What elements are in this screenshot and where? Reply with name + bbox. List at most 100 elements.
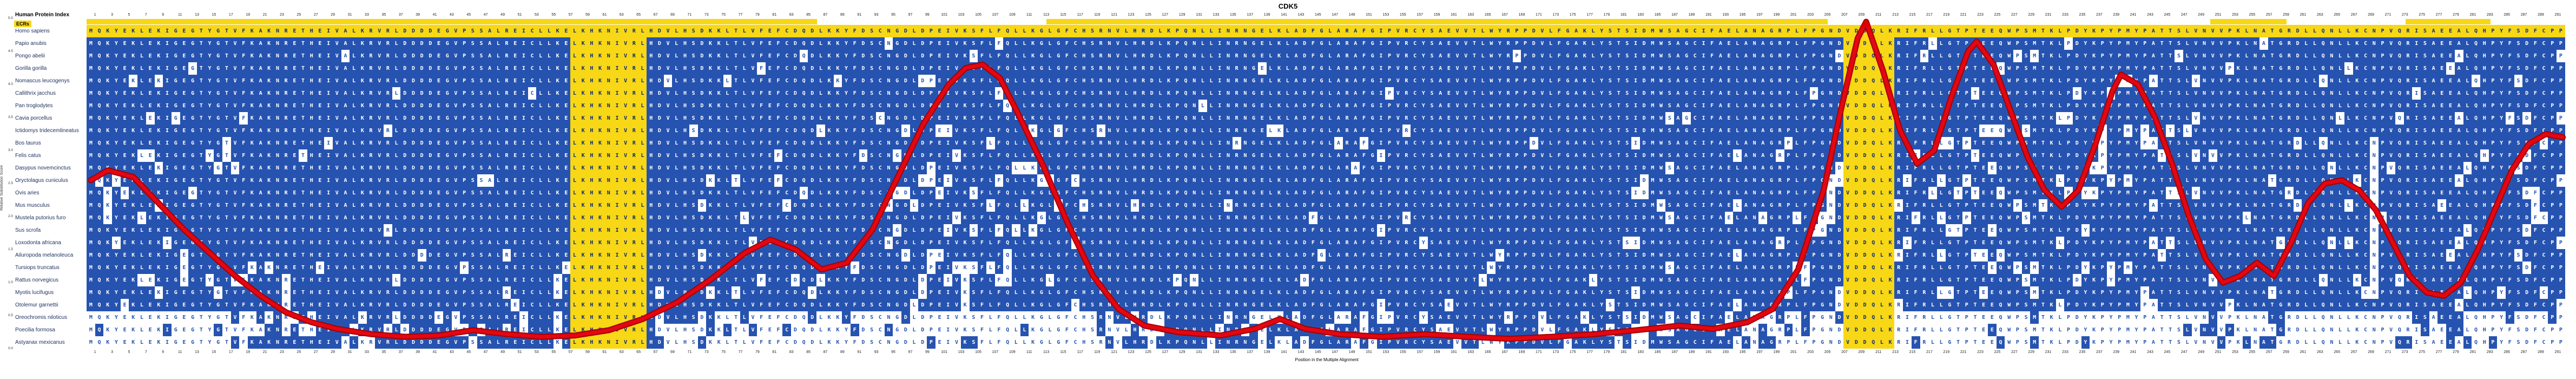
residue-cell: K <box>833 62 842 75</box>
residue-cell: L <box>1928 162 1937 174</box>
residue-cell: G <box>443 25 452 37</box>
residue-cell: L <box>494 224 503 237</box>
residue-cell: F <box>994 50 1004 62</box>
residue-cell: C <box>1071 37 1080 50</box>
residue-cell: P <box>460 112 469 125</box>
ecr-segment[interactable] <box>2406 19 2491 24</box>
residue-cell: L <box>638 137 647 149</box>
ecr-segment[interactable] <box>87 19 818 24</box>
residue-cell: V <box>2387 87 2395 100</box>
residue-cell: S <box>1606 62 1615 75</box>
residue-cell: G <box>1037 187 1046 199</box>
residue-cell: K <box>248 187 256 199</box>
residue-cell: M <box>2030 50 2039 62</box>
residue-cell: I <box>1699 100 1708 112</box>
residue-cell: L <box>545 112 554 125</box>
residue-cell: H <box>647 162 656 174</box>
residue-cell: S <box>2175 212 2183 224</box>
residue-cell: M <box>1648 212 1657 224</box>
residue-cell: K <box>358 174 367 187</box>
residue-cell: H <box>307 100 316 112</box>
residue-cell: D <box>1147 162 1156 174</box>
residue-cell: A <box>1758 75 1768 87</box>
residue-cell: L <box>137 212 146 224</box>
residue-cell: P <box>2140 87 2150 100</box>
residue-cell: S <box>2421 212 2429 224</box>
ruler-number: 221 <box>1960 13 1967 17</box>
residue-cell: I <box>1215 62 1224 75</box>
residue-cell: E <box>2446 212 2455 224</box>
residue-cell: V <box>748 137 757 149</box>
residue-cell: E <box>120 100 129 112</box>
residue-cell: E <box>1257 212 1267 224</box>
residue-cell: K <box>1164 212 1173 224</box>
residue-cell: C <box>782 137 792 149</box>
residue-cell: F <box>1708 199 1716 212</box>
residue-cell: H <box>2480 25 2489 37</box>
residue-cell: A <box>2429 25 2438 37</box>
residue-cell: C <box>782 37 792 50</box>
residue-cell: L <box>1283 100 1292 112</box>
residue-cell: L <box>1478 75 1487 87</box>
residue-cell: S <box>1606 87 1615 100</box>
residue-cell: G <box>1249 199 1258 212</box>
ecr-segment[interactable] <box>1046 19 1828 24</box>
residue-cell: G <box>1563 50 1572 62</box>
residue-cell: T <box>2268 187 2277 199</box>
residue-cell: Y <box>2497 75 2506 87</box>
residue-cell: V <box>1538 187 1547 199</box>
residue-cell: N <box>1105 199 1114 212</box>
residue-cell: Q <box>1996 137 2005 149</box>
residue-cell: D <box>1852 112 1861 125</box>
residue-cell: L <box>1877 62 1886 75</box>
residue-cell: G <box>1368 75 1377 87</box>
residue-cell: A <box>485 62 494 75</box>
residue-cell: P <box>460 162 469 174</box>
residue-cell: G <box>1368 100 1377 112</box>
residue-cell: V <box>2387 199 2395 212</box>
residue-cell: L <box>2344 149 2353 162</box>
residue-cell: K <box>825 50 834 62</box>
residue-cell: A <box>1334 112 1343 125</box>
residue-cell: R <box>630 187 638 199</box>
residue-cell: F <box>2505 50 2514 62</box>
residue-cell: K <box>578 199 588 212</box>
y-axis-label: Relative Substitution Score <box>0 165 4 211</box>
residue-cell: A <box>1436 125 1445 137</box>
residue-cell: Q <box>1869 162 1878 174</box>
residue-cell: F <box>1801 212 1810 224</box>
residue-cell: F <box>994 149 1004 162</box>
residue-cell: H <box>587 50 596 62</box>
residue-cell: T <box>1954 212 1962 224</box>
residue-cell: K <box>1029 112 1037 125</box>
residue-cell: R <box>630 212 638 224</box>
residue-cell: F <box>1911 187 1920 199</box>
residue-cell: T <box>1614 162 1623 174</box>
ruler-number: 207 <box>1841 13 1848 17</box>
residue-cell: I <box>2412 199 2421 212</box>
residue-cell: P <box>1521 87 1530 100</box>
residue-cell: F <box>239 199 248 212</box>
residue-cell: S <box>468 62 477 75</box>
residue-cell: N <box>1750 62 1759 75</box>
residue-cell: Y <box>112 25 121 37</box>
residue-cell: H <box>681 199 689 212</box>
residue-cell: S <box>477 75 486 87</box>
ecr-segment[interactable] <box>2210 19 2287 24</box>
residue-cell: A <box>1674 37 1683 50</box>
residue-cell: M <box>2030 125 2039 137</box>
residue-cell: E <box>290 137 299 149</box>
residue-cell: N <box>1750 149 1759 162</box>
residue-cell: P <box>1385 50 1394 62</box>
residue-cell: K <box>248 87 256 100</box>
residue-cell: L <box>545 212 554 224</box>
residue-cell: C <box>2361 50 2370 62</box>
residue-cell: L <box>350 187 358 199</box>
residue-cell: P <box>2488 125 2498 137</box>
residue-cell: R <box>502 137 511 149</box>
ruler-number: 81 <box>772 13 777 17</box>
residue-cell: P <box>927 162 935 174</box>
residue-cell: T <box>732 212 740 224</box>
residue-cell: K <box>960 25 970 37</box>
residue-cell: R <box>366 199 375 212</box>
